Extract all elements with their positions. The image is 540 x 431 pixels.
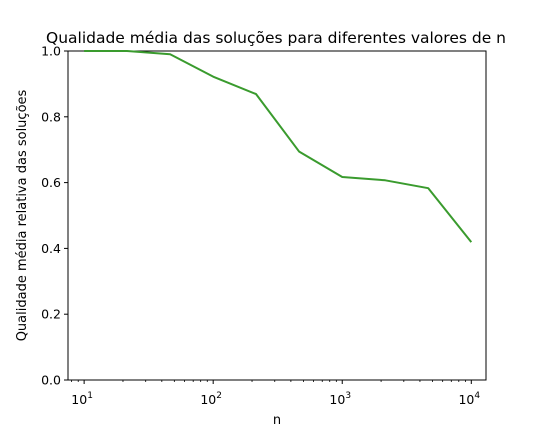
x-tick-label: 101 (71, 391, 93, 407)
y-tick-label: 0.6 (41, 175, 61, 190)
x-axis-label: n (273, 413, 281, 426)
x-tick-label: 102 (200, 391, 222, 407)
series-layer (84, 50, 473, 243)
y-axis-label: Qualidade média relativa das soluções (15, 89, 30, 341)
y-tick-label: 0.4 (41, 241, 61, 256)
x-axis: 101 102 103 104 (71, 380, 480, 407)
x-tick-label: 104 (458, 391, 480, 407)
y-tick-label: 0.0 (41, 373, 61, 388)
y-tick-label: 0.8 (41, 109, 61, 124)
y-tick-label: 0.2 (41, 307, 61, 322)
series-line (84, 50, 473, 243)
x-tick-label: 103 (329, 391, 351, 407)
plot-area (67, 50, 487, 381)
chart-title: Qualidade média das soluções para difere… (46, 29, 506, 47)
y-tick-label: 1.0 (41, 44, 61, 59)
y-axis: 0.0 0.2 0.4 0.6 0.8 1.0 (41, 44, 68, 388)
